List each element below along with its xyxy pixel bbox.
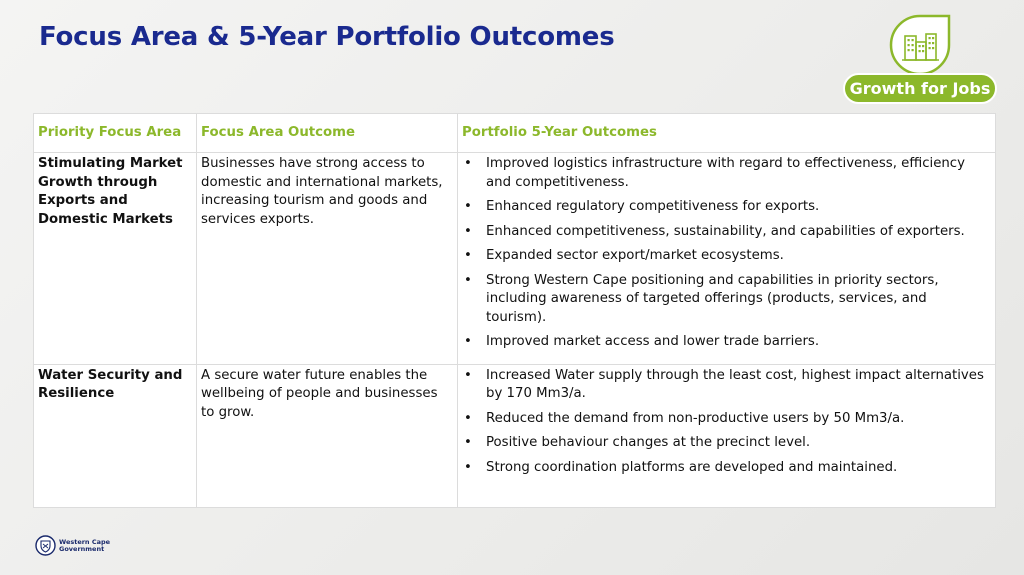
logo-line-1: Western Cape (59, 537, 111, 546)
page-title: Focus Area & 5-Year Portfolio Outcomes (39, 22, 615, 52)
list-item: Strong Western Cape positioning and capa… (462, 272, 991, 328)
focus-area-outcome: A secure water future enables the wellbe… (201, 367, 438, 420)
header-focus-area-outcome: Focus Area Outcome (196, 113, 458, 153)
western-cape-government-logo: Western Cape Government (35, 535, 110, 556)
list-item: Reduced the demand from non-productive u… (462, 410, 991, 429)
coat-of-arms-icon (35, 535, 56, 556)
list-item: Improved market access and lower trade b… (462, 333, 991, 352)
table-header-row: Priority Focus Area Focus Area Outcome P… (33, 113, 996, 153)
list-item: Increased Water supply through the least… (462, 367, 991, 404)
focus-area-name: Water Security and Resilience (38, 367, 183, 402)
focus-area-name: Stimulating Market Growth through Export… (38, 156, 183, 227)
growth-for-jobs-badge: Growth for Jobs (843, 73, 997, 104)
header-portfolio-outcomes: Portfolio 5-Year Outcomes (457, 113, 996, 153)
header-priority-focus-area: Priority Focus Area (33, 113, 197, 153)
city-buildings-icon (889, 14, 951, 76)
list-item: Enhanced regulatory competitiveness for … (462, 198, 991, 217)
list-item: Strong coordination platforms are develo… (462, 459, 991, 478)
list-item: Expanded sector export/market ecosystems… (462, 247, 991, 266)
list-item: Positive behaviour changes at the precin… (462, 434, 991, 453)
list-item: Improved logistics infrastructure with r… (462, 155, 991, 192)
focus-area-table: Priority Focus Area Focus Area Outcome P… (33, 113, 996, 508)
table-row: Stimulating Market Growth through Export… (33, 152, 996, 365)
portfolio-outcomes-list: Increased Water supply through the least… (462, 365, 991, 490)
table-row: Water Security and Resilience A secure w… (33, 363, 996, 508)
focus-area-outcome: Businesses have strong access to domesti… (201, 156, 443, 227)
portfolio-outcomes-list: Improved logistics infrastructure with r… (462, 153, 991, 364)
logo-line-2: Government (59, 544, 105, 553)
list-item: Enhanced competitiveness, sustainability… (462, 223, 991, 242)
